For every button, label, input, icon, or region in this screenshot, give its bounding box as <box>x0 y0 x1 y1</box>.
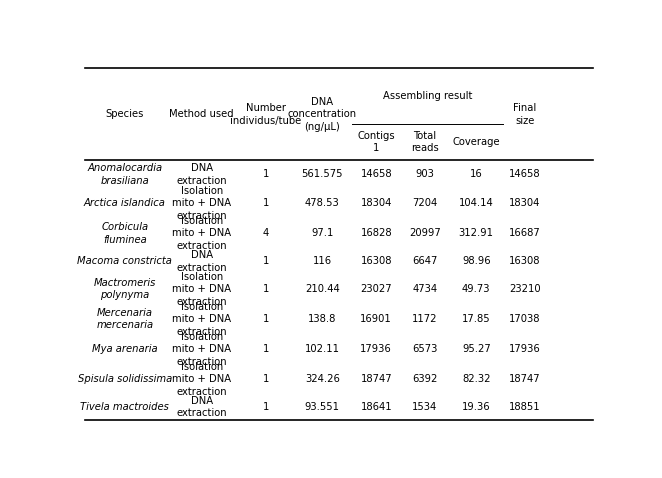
Text: 16901: 16901 <box>360 314 392 324</box>
Text: 4: 4 <box>263 228 269 239</box>
Text: 1: 1 <box>263 284 269 294</box>
Text: Isolation
mito + DNA
extraction: Isolation mito + DNA extraction <box>172 332 231 367</box>
Text: 1: 1 <box>263 256 269 266</box>
Text: 16308: 16308 <box>509 256 541 266</box>
Text: 17038: 17038 <box>509 314 541 324</box>
Text: 20997: 20997 <box>409 228 441 239</box>
Text: 4734: 4734 <box>412 284 438 294</box>
Text: 104.14: 104.14 <box>459 198 494 208</box>
Text: 23027: 23027 <box>360 284 392 294</box>
Text: Contigs
1: Contigs 1 <box>357 131 395 153</box>
Text: Isolation
mito + DNA
extraction: Isolation mito + DNA extraction <box>172 362 231 397</box>
Text: Isolation
mito + DNA
extraction: Isolation mito + DNA extraction <box>172 302 231 337</box>
Text: Spisula solidissima: Spisula solidissima <box>77 374 172 384</box>
Text: 561.575: 561.575 <box>302 169 343 179</box>
Text: 16: 16 <box>470 169 483 179</box>
Text: Final
size: Final size <box>513 103 537 126</box>
Text: 18641: 18641 <box>360 402 392 412</box>
Text: Isolation
mito + DNA
extraction: Isolation mito + DNA extraction <box>172 216 231 251</box>
Text: Mercenaria
mercenaria: Mercenaria mercenaria <box>96 308 154 330</box>
Text: 478.53: 478.53 <box>305 198 340 208</box>
Text: 6647: 6647 <box>412 256 438 266</box>
Text: 19.36: 19.36 <box>462 402 491 412</box>
Text: Tivela mactroides: Tivela mactroides <box>80 402 169 412</box>
Text: Assembling result: Assembling result <box>383 91 473 101</box>
Text: Species: Species <box>106 109 144 120</box>
Text: 1: 1 <box>263 198 269 208</box>
Text: 324.26: 324.26 <box>305 374 340 384</box>
Text: 98.96: 98.96 <box>462 256 491 266</box>
Text: Anomalocardia
brasiliana: Anomalocardia brasiliana <box>87 163 162 185</box>
Text: 16308: 16308 <box>361 256 392 266</box>
Text: 23210: 23210 <box>509 284 541 294</box>
Text: Total
reads: Total reads <box>411 131 439 153</box>
Text: Method used: Method used <box>169 109 234 120</box>
Text: Arctica islandica: Arctica islandica <box>84 198 166 208</box>
Text: 903: 903 <box>416 169 434 179</box>
Text: 18304: 18304 <box>509 198 541 208</box>
Text: 1: 1 <box>263 374 269 384</box>
Text: DNA
extraction: DNA extraction <box>177 163 227 185</box>
Text: 16828: 16828 <box>360 228 392 239</box>
Text: Isolation
mito + DNA
extraction: Isolation mito + DNA extraction <box>172 272 231 306</box>
Text: 6392: 6392 <box>412 374 438 384</box>
Text: 1: 1 <box>263 402 269 412</box>
Text: 1172: 1172 <box>412 314 438 324</box>
Text: 82.32: 82.32 <box>462 374 491 384</box>
Text: 93.551: 93.551 <box>305 402 340 412</box>
Text: 17936: 17936 <box>509 344 541 354</box>
Text: 1: 1 <box>263 344 269 354</box>
Text: DNA
extraction: DNA extraction <box>177 250 227 272</box>
Text: 1: 1 <box>263 169 269 179</box>
Text: Number
individus/tube: Number individus/tube <box>230 103 301 126</box>
Text: 97.1: 97.1 <box>311 228 334 239</box>
Text: 49.73: 49.73 <box>462 284 491 294</box>
Text: Coverage: Coverage <box>452 137 500 147</box>
Text: 14658: 14658 <box>360 169 392 179</box>
Text: Macoma constricta: Macoma constricta <box>77 256 172 266</box>
Text: Mactromeris
polynyma: Mactromeris polynyma <box>93 278 156 300</box>
Text: 102.11: 102.11 <box>305 344 340 354</box>
Text: 210.44: 210.44 <box>305 284 340 294</box>
Text: 95.27: 95.27 <box>462 344 491 354</box>
Text: 14658: 14658 <box>509 169 541 179</box>
Text: 18747: 18747 <box>509 374 541 384</box>
Text: 138.8: 138.8 <box>308 314 336 324</box>
Text: DNA
extraction: DNA extraction <box>177 396 227 418</box>
Text: 1534: 1534 <box>412 402 438 412</box>
Text: Mya arenaria: Mya arenaria <box>92 344 158 354</box>
Text: 1: 1 <box>263 314 269 324</box>
Text: 17.85: 17.85 <box>462 314 491 324</box>
Text: 312.91: 312.91 <box>459 228 494 239</box>
Text: 17936: 17936 <box>360 344 392 354</box>
Text: 6573: 6573 <box>412 344 438 354</box>
Text: 18747: 18747 <box>360 374 392 384</box>
Text: 116: 116 <box>312 256 332 266</box>
Text: 18304: 18304 <box>361 198 392 208</box>
Text: DNA
concentration
(ng/μL): DNA concentration (ng/μL) <box>288 97 357 132</box>
Text: 7204: 7204 <box>412 198 438 208</box>
Text: Corbicula
fluminea: Corbicula fluminea <box>101 222 148 245</box>
Text: Isolation
mito + DNA
extraction: Isolation mito + DNA extraction <box>172 186 231 221</box>
Text: 18851: 18851 <box>509 402 541 412</box>
Text: 16687: 16687 <box>509 228 541 239</box>
